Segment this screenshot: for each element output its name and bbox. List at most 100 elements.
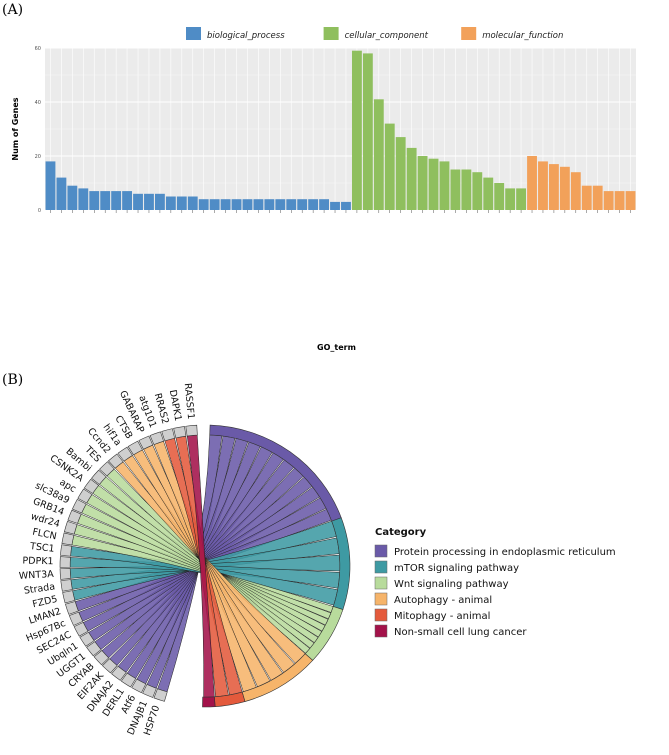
legend-label: Wnt signaling pathway xyxy=(394,579,509,590)
gene-arc xyxy=(62,590,76,604)
legend-swatch xyxy=(323,27,339,40)
gene-arc xyxy=(86,641,102,657)
gene-arc xyxy=(73,621,89,637)
gene-arc xyxy=(59,568,72,580)
bar xyxy=(308,199,319,210)
gene-arc xyxy=(83,478,100,494)
bar xyxy=(494,183,505,210)
bar xyxy=(122,191,133,210)
gene-arc xyxy=(63,521,78,535)
y-tick-label: 0 xyxy=(38,208,41,214)
gene-arc xyxy=(185,424,198,437)
bar xyxy=(428,158,439,210)
panel-b-label: (B) xyxy=(2,372,24,388)
legend-label: mTOR signaling pathway xyxy=(394,563,519,574)
bar xyxy=(154,193,165,210)
bar xyxy=(450,169,461,210)
gene-label: TSC1 xyxy=(28,541,55,555)
gene-arc xyxy=(127,440,143,456)
bar xyxy=(417,156,428,210)
legend-label: biological_process xyxy=(207,31,285,41)
bar xyxy=(505,188,516,210)
bar xyxy=(614,191,625,210)
gene-arc xyxy=(161,428,176,442)
bar xyxy=(78,188,89,210)
bar xyxy=(56,177,67,210)
bar xyxy=(89,191,100,210)
gene-arc xyxy=(61,532,75,546)
legend-label: Protein processing in endoplasmic reticu… xyxy=(394,547,616,558)
bar xyxy=(384,123,395,210)
legend-label: Mitophagy - animal xyxy=(394,611,490,622)
legend-title: Category xyxy=(375,527,427,538)
legend-swatch xyxy=(374,576,388,590)
gene-arc xyxy=(131,678,147,694)
gene-label: WNT3A xyxy=(19,569,55,582)
gene-arc xyxy=(60,544,73,557)
gene-arc xyxy=(107,453,124,469)
bar xyxy=(472,172,483,210)
bar xyxy=(439,161,450,210)
x-axis-label: GO_term xyxy=(317,343,356,352)
gene-arc xyxy=(71,498,87,514)
bar xyxy=(603,191,614,210)
bar xyxy=(165,196,176,210)
bar xyxy=(144,193,154,210)
bar xyxy=(330,201,340,210)
bar xyxy=(559,166,570,210)
bar xyxy=(67,185,78,210)
chord-diagram: HSP70DNAJB1Atf6DERL1DNAJA2EIF2AKCRYABUGG… xyxy=(19,383,616,737)
bar xyxy=(538,161,548,210)
gene-arc xyxy=(142,683,157,698)
gene-arc xyxy=(99,461,115,477)
bar xyxy=(198,199,209,210)
bar xyxy=(483,177,494,210)
bar xyxy=(286,199,297,210)
y-tick-label: 60 xyxy=(35,46,41,52)
legend-label: molecular_function xyxy=(482,31,563,41)
legend-label: Autophagy - animal xyxy=(394,595,492,606)
legend-swatch xyxy=(374,560,388,574)
gene-arc xyxy=(79,631,95,647)
gene-arc xyxy=(149,431,164,446)
bar xyxy=(231,199,242,210)
gene-arc xyxy=(59,556,71,568)
gene-label: Strada xyxy=(23,581,56,596)
panel-a-label: (A) xyxy=(2,2,24,18)
gene-arc xyxy=(101,658,118,674)
bar xyxy=(242,199,253,210)
bar xyxy=(111,191,122,210)
gene-arc xyxy=(93,650,110,666)
gene-arc xyxy=(77,488,93,504)
legend-swatch xyxy=(374,544,388,558)
bar xyxy=(176,196,187,210)
bar-chart: 0 20 40 60 Num of Genes GO_term biological_pro… xyxy=(11,27,636,352)
bar xyxy=(362,53,373,211)
bar xyxy=(275,199,286,210)
bar xyxy=(625,191,636,210)
gene-label: RASSF1 xyxy=(182,383,196,420)
bar xyxy=(297,199,308,210)
bar xyxy=(527,156,537,210)
gene-arc xyxy=(153,688,168,702)
y-tick-label: 40 xyxy=(35,100,41,106)
bar xyxy=(253,199,264,210)
gene-arc xyxy=(173,426,187,439)
bar xyxy=(209,199,220,210)
legend-label: cellular_component xyxy=(345,31,429,41)
bar xyxy=(133,193,143,210)
bar xyxy=(548,164,559,210)
legend-swatch xyxy=(374,624,388,638)
y-axis-label: Num of Genes xyxy=(11,97,20,160)
bar xyxy=(516,188,527,210)
bar xyxy=(581,185,592,210)
legend-swatch xyxy=(374,592,388,606)
legend-swatch xyxy=(461,27,477,40)
bar xyxy=(570,172,581,210)
bar xyxy=(406,147,417,210)
bar xyxy=(220,199,231,210)
gene-arc xyxy=(60,579,73,592)
gene-arc xyxy=(65,601,79,615)
bar xyxy=(264,199,275,210)
